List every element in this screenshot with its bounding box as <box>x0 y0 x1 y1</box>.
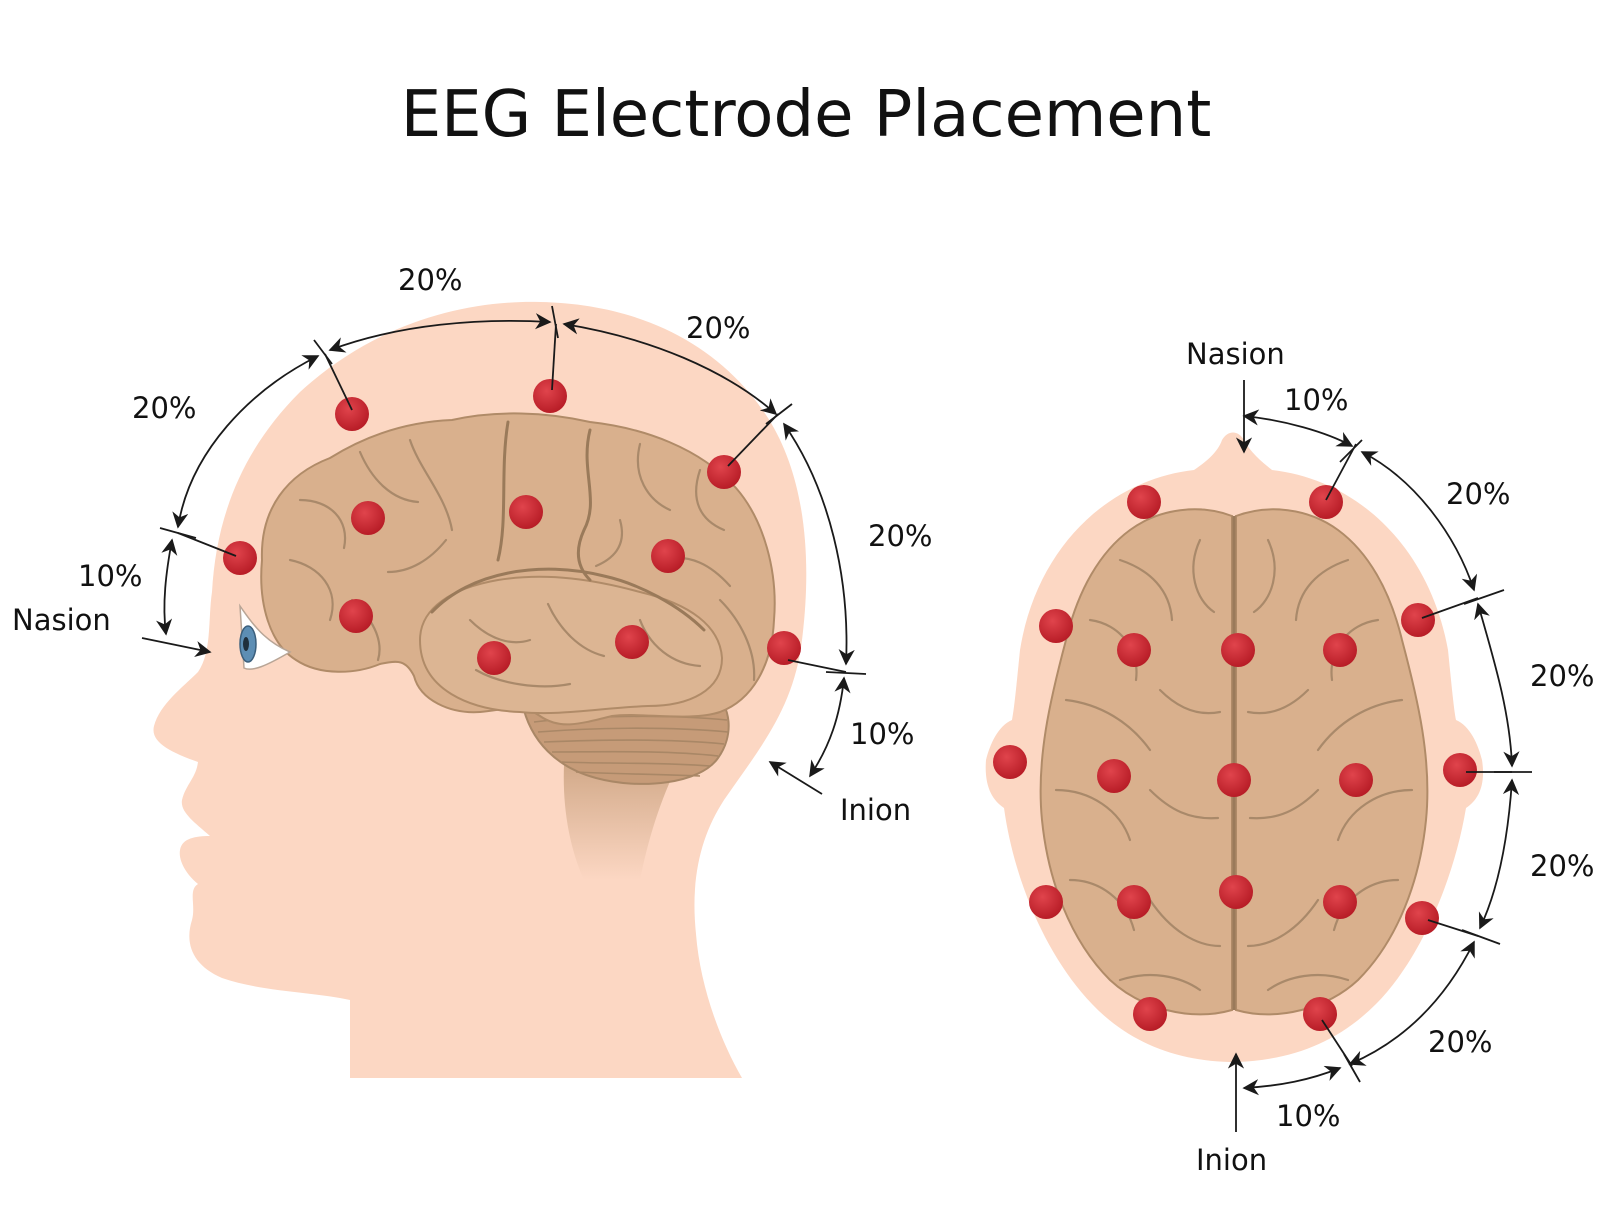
side-label-inion: Inion <box>840 793 911 827</box>
top-label-right-20-a: 20% <box>1446 477 1510 511</box>
electrode <box>1127 485 1161 519</box>
electrode <box>1217 763 1251 797</box>
electrode <box>767 631 801 665</box>
top-label-right-20-c: 20% <box>1530 849 1594 883</box>
electrode <box>351 501 385 535</box>
electrode <box>993 745 1027 779</box>
electrode <box>615 625 649 659</box>
side-measurements <box>141 305 867 795</box>
electrode <box>509 495 543 529</box>
side-label-back-lower: 10% <box>850 717 914 751</box>
electrode <box>1303 997 1337 1031</box>
side-label-front-upper: 20% <box>132 391 196 425</box>
side-label-back: 20% <box>868 519 932 553</box>
side-label-nasion: Nasion <box>12 603 111 637</box>
side-view: 20% 20% 20% 20% 10% 10% Nasion Inion <box>12 263 932 1078</box>
electrode <box>707 455 741 489</box>
electrode <box>1117 633 1151 667</box>
side-label-front-lower: 10% <box>78 559 142 593</box>
page-title: EEG Electrode Placement <box>401 78 1212 152</box>
side-label-top-left: 20% <box>398 263 462 297</box>
side-label-top-right: 20% <box>686 311 750 345</box>
electrode <box>1097 759 1131 793</box>
electrode <box>335 397 369 431</box>
top-label-back-20: 20% <box>1428 1025 1492 1059</box>
electrode <box>223 541 257 575</box>
electrode <box>1039 609 1073 643</box>
electrode <box>1323 633 1357 667</box>
electrode <box>1339 763 1373 797</box>
top-label-right-20-b: 20% <box>1530 659 1594 693</box>
eye-icon <box>239 603 292 670</box>
top-label-front-10: 10% <box>1284 383 1348 417</box>
electrode <box>1029 885 1063 919</box>
top-label-nasion: Nasion <box>1186 337 1285 371</box>
electrode <box>477 641 511 675</box>
top-label-inion: Inion <box>1196 1143 1267 1177</box>
electrode <box>651 539 685 573</box>
top-brain-left <box>1039 508 1233 1016</box>
electrode <box>1323 885 1357 919</box>
electrode <box>1443 753 1477 787</box>
top-electrodes <box>993 485 1477 1031</box>
top-brain-folds <box>1054 538 1414 992</box>
top-view: Nasion 10% 20% 20% 20% 20% 10% Inion <box>985 337 1594 1177</box>
electrode <box>339 599 373 633</box>
electrode <box>533 379 567 413</box>
electrode <box>1401 603 1435 637</box>
top-label-back-10: 10% <box>1276 1099 1340 1133</box>
top-measurements <box>1227 380 1532 1132</box>
electrode <box>1309 485 1343 519</box>
electrode <box>1133 997 1167 1031</box>
top-brain-right <box>1235 508 1429 1016</box>
electrode <box>1405 901 1439 935</box>
electrode <box>1221 633 1255 667</box>
electrode <box>1117 885 1151 919</box>
electrode <box>1219 875 1253 909</box>
